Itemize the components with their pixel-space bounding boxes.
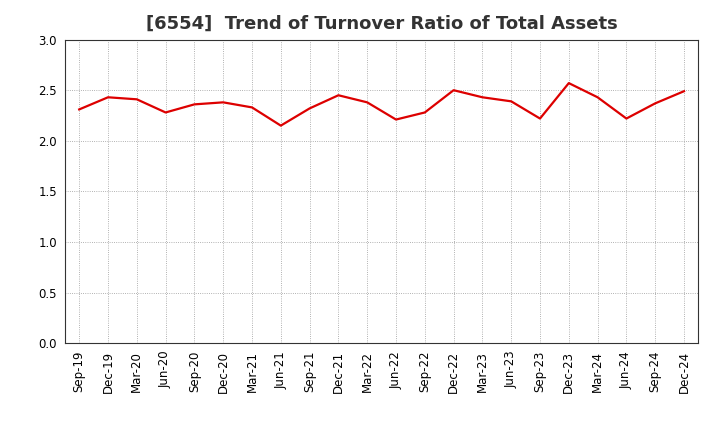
Title: [6554]  Trend of Turnover Ratio of Total Assets: [6554] Trend of Turnover Ratio of Total … <box>145 15 618 33</box>
